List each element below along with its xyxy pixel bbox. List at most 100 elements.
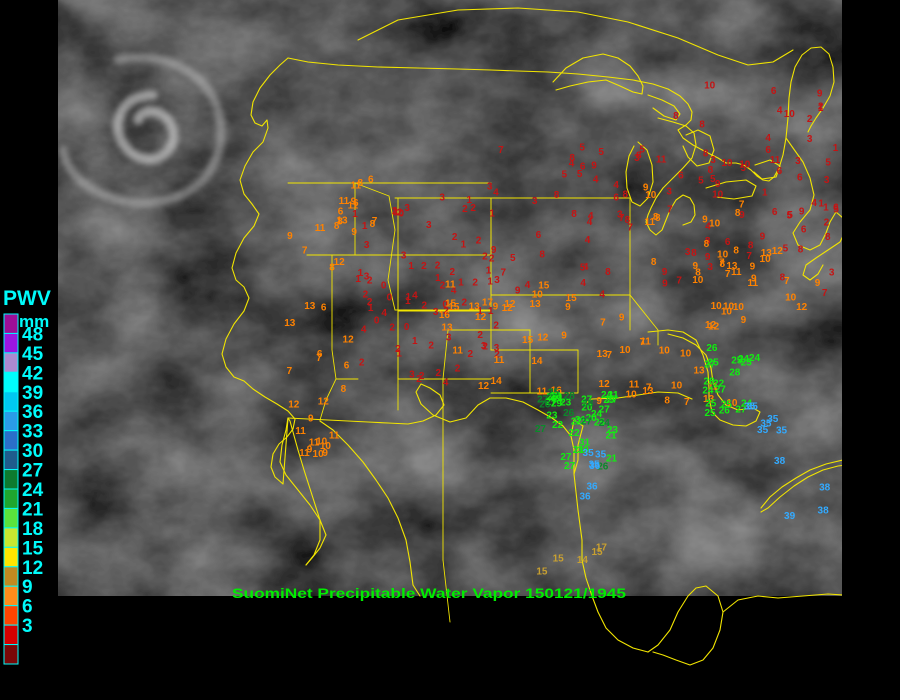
svg-text:12: 12 [475,312,487,323]
svg-text:13: 13 [761,248,773,259]
svg-text:4: 4 [493,188,499,199]
svg-text:8: 8 [623,189,629,200]
svg-text:7: 7 [498,145,504,156]
svg-text:8: 8 [636,150,642,161]
svg-text:9: 9 [741,315,747,326]
svg-text:13: 13 [597,349,609,360]
svg-text:35: 35 [583,448,595,459]
svg-text:13: 13 [441,322,453,333]
svg-text:2: 2 [468,349,474,360]
svg-text:17: 17 [482,297,494,308]
svg-text:8: 8 [704,239,710,250]
svg-text:8: 8 [554,190,560,201]
svg-text:3: 3 [22,616,33,637]
svg-text:2: 2 [367,276,373,287]
svg-text:9: 9 [702,215,708,226]
svg-text:5: 5 [783,243,789,254]
svg-text:28: 28 [703,376,715,387]
svg-text:1: 1 [412,336,418,347]
svg-text:8: 8 [703,149,709,160]
svg-text:6: 6 [772,207,778,218]
svg-text:9: 9 [351,227,357,238]
svg-text:35: 35 [776,425,788,436]
svg-text:3: 3 [446,332,452,343]
svg-text:11: 11 [299,448,310,459]
svg-text:2: 2 [436,368,442,379]
svg-text:0: 0 [404,322,410,333]
svg-text:21: 21 [22,499,44,520]
svg-text:10: 10 [704,80,716,91]
svg-text:7: 7 [627,223,633,234]
svg-text:1: 1 [408,261,414,272]
svg-text:6: 6 [613,193,619,204]
svg-text:10: 10 [721,158,733,169]
svg-text:10: 10 [785,293,797,304]
svg-text:1: 1 [362,221,368,232]
svg-text:27: 27 [22,461,43,482]
svg-text:9: 9 [815,278,821,289]
svg-text:9: 9 [561,330,567,341]
svg-text:11: 11 [748,278,759,289]
svg-text:4: 4 [525,280,531,291]
svg-text:36: 36 [22,402,43,423]
svg-text:2: 2 [476,236,482,247]
svg-text:35: 35 [595,449,607,460]
svg-text:11: 11 [656,155,667,166]
svg-text:24: 24 [599,418,611,429]
svg-text:27: 27 [599,404,611,415]
svg-text:8: 8 [337,217,343,228]
svg-text:9: 9 [619,312,625,323]
svg-text:12: 12 [599,379,611,390]
svg-text:2: 2 [477,330,483,341]
svg-text:10: 10 [709,219,721,230]
svg-text:10: 10 [671,380,683,391]
svg-text:27: 27 [704,359,716,370]
svg-text:13: 13 [304,301,316,312]
svg-text:7: 7 [725,269,731,280]
svg-text:8: 8 [708,165,714,176]
svg-text:9: 9 [750,262,756,273]
svg-text:10: 10 [619,345,631,356]
svg-text:2: 2 [395,344,401,355]
svg-text:4: 4 [765,133,771,144]
svg-text:5: 5 [698,175,704,186]
svg-text:1: 1 [818,103,824,114]
svg-text:48: 48 [22,324,43,345]
svg-text:8: 8 [733,245,739,256]
svg-text:2: 2 [462,204,468,215]
svg-text:9: 9 [22,577,33,598]
svg-text:9: 9 [591,160,597,171]
svg-text:1: 1 [405,296,411,307]
svg-text:1: 1 [487,277,493,288]
svg-text:5: 5 [580,263,586,274]
svg-text:27: 27 [715,385,727,396]
svg-text:12: 12 [772,246,784,257]
svg-text:4: 4 [613,180,619,191]
svg-text:15: 15 [538,281,550,292]
svg-text:22: 22 [552,420,564,431]
svg-text:6: 6 [317,349,323,360]
svg-text:6: 6 [678,170,684,181]
svg-text:7: 7 [667,205,673,216]
svg-text:6: 6 [536,230,542,241]
svg-text:9: 9 [308,414,314,425]
svg-text:13: 13 [469,301,481,312]
svg-text:9: 9 [817,89,823,100]
svg-text:12: 12 [334,257,346,268]
svg-text:4: 4 [593,174,599,185]
svg-text:7: 7 [746,251,752,262]
svg-text:3: 3 [532,196,538,207]
svg-text:9: 9 [760,232,766,243]
svg-text:9: 9 [493,302,499,313]
svg-text:13: 13 [284,318,296,329]
svg-text:27: 27 [560,452,572,463]
svg-text:3: 3 [487,182,493,193]
svg-text:2: 2 [389,322,395,333]
svg-text:36: 36 [579,491,591,502]
svg-text:21: 21 [605,431,617,442]
svg-text:39: 39 [22,383,43,404]
svg-text:9: 9 [287,231,293,242]
svg-text:3: 3 [617,210,623,221]
svg-text:7: 7 [822,288,828,299]
svg-text:2: 2 [435,260,441,271]
